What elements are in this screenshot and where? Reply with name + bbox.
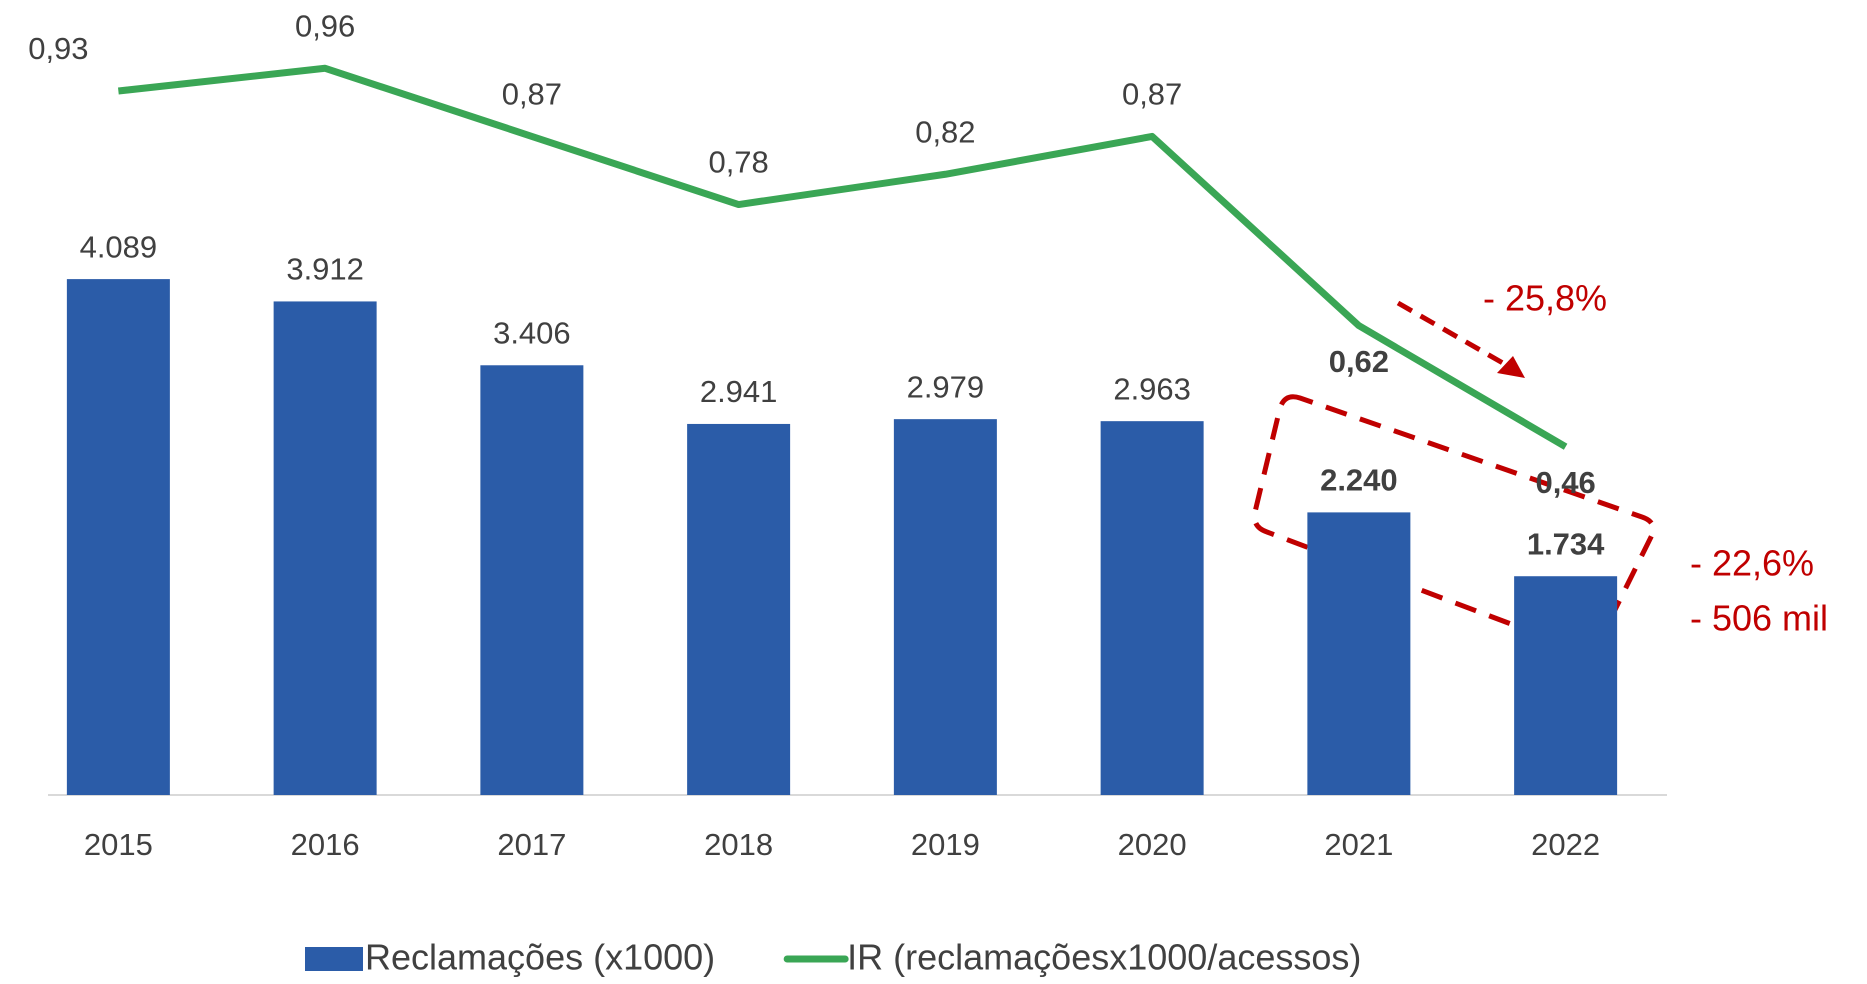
data-label: 2.941 xyxy=(700,374,778,409)
data-label: 0,82 xyxy=(915,114,975,149)
bar xyxy=(480,365,584,795)
data-label: 0,62 xyxy=(1329,344,1389,379)
annotation: - 506 mil xyxy=(1690,598,1828,639)
annotation: - 22,6% xyxy=(1690,543,1814,584)
data-label: 0,87 xyxy=(502,77,562,112)
data-label: 0,46 xyxy=(1535,465,1595,500)
data-label: 0,87 xyxy=(1122,77,1182,112)
bar xyxy=(1100,421,1204,795)
data-label: 2.240 xyxy=(1320,463,1398,498)
data-label: 4.089 xyxy=(80,229,158,264)
line xyxy=(117,64,1568,450)
data-label: 0,93 xyxy=(28,31,88,66)
legend-label: IR (reclamaçõesx1000/acessos) xyxy=(847,937,1361,978)
highlight-box xyxy=(1252,394,1656,654)
legend-swatch xyxy=(305,947,363,971)
bar xyxy=(273,301,377,795)
bar xyxy=(66,279,170,795)
data-label: 1.734 xyxy=(1527,526,1605,561)
x-tick-label: 2019 xyxy=(911,827,980,862)
bar xyxy=(893,419,997,795)
annotation: - 25,8% xyxy=(1483,278,1607,319)
arrow-head xyxy=(1497,356,1525,378)
x-tick-label: 2021 xyxy=(1324,827,1393,862)
data-label: 3.406 xyxy=(493,315,571,350)
x-tick-label: 2017 xyxy=(497,827,566,862)
bar xyxy=(687,423,791,795)
x-tick-label: 2020 xyxy=(1118,827,1187,862)
legend-label: Reclamações (x1000) xyxy=(365,937,715,978)
data-label: 3.912 xyxy=(286,252,364,287)
arrow xyxy=(1396,300,1517,373)
bar xyxy=(1514,576,1618,795)
x-tick-label: 2018 xyxy=(704,827,773,862)
bar xyxy=(1307,512,1411,795)
data-label: 0,96 xyxy=(295,8,355,43)
x-tick-label: 2022 xyxy=(1531,827,1600,862)
data-label: 2.979 xyxy=(907,369,985,404)
data-label: 0,78 xyxy=(708,145,768,180)
data-label: 2.963 xyxy=(1113,371,1191,406)
x-tick-label: 2015 xyxy=(84,827,153,862)
x-tick-label: 2016 xyxy=(291,827,360,862)
